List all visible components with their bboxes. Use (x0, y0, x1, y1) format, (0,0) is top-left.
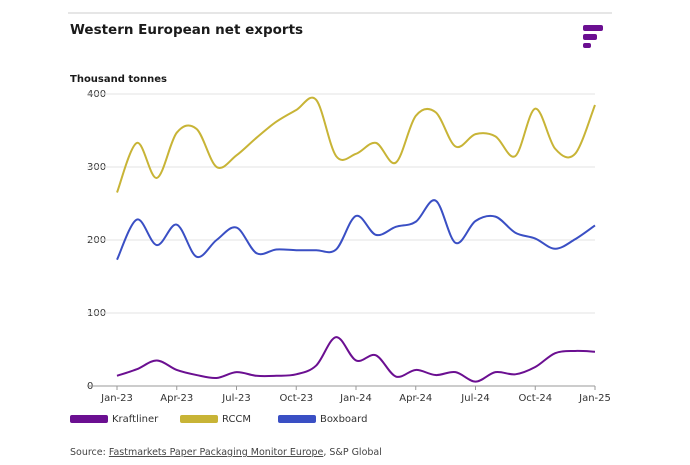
legend-label: RCCM (222, 414, 251, 425)
source-prefix: Source: (70, 447, 109, 458)
logo (583, 25, 603, 48)
x-tick-label: Oct-24 (518, 393, 552, 404)
x-tick-label: Jul-24 (460, 393, 489, 404)
x-tick-label: Oct-23 (279, 393, 313, 404)
legend-swatch (70, 415, 108, 423)
y-axis-label: Thousand tonnes (70, 74, 167, 85)
legend-label: Kraftliner (112, 414, 159, 425)
source-link[interactable]: Fastmarkets Paper Packaging Monitor Euro… (109, 447, 324, 458)
source-suffix: , S&P Global (323, 447, 382, 458)
x-tick-label: Jan-25 (578, 393, 611, 404)
source: Source: Fastmarkets Paper Packaging Moni… (70, 447, 382, 458)
x-tick-label: Jan-23 (100, 393, 133, 404)
x-tick-label: Apr-23 (160, 393, 193, 404)
series-line (116, 336, 596, 383)
legend-label: Boxboard (320, 414, 367, 425)
legend-swatch (278, 415, 316, 423)
legend-swatch (180, 415, 218, 423)
series-line (116, 199, 596, 261)
x-tick-label: Jan-24 (339, 393, 372, 404)
x-tick-label: Apr-24 (399, 393, 432, 404)
chart-title: Western European net exports (70, 22, 303, 38)
x-tick-label: Jul-23 (221, 393, 250, 404)
series-line (116, 96, 596, 193)
